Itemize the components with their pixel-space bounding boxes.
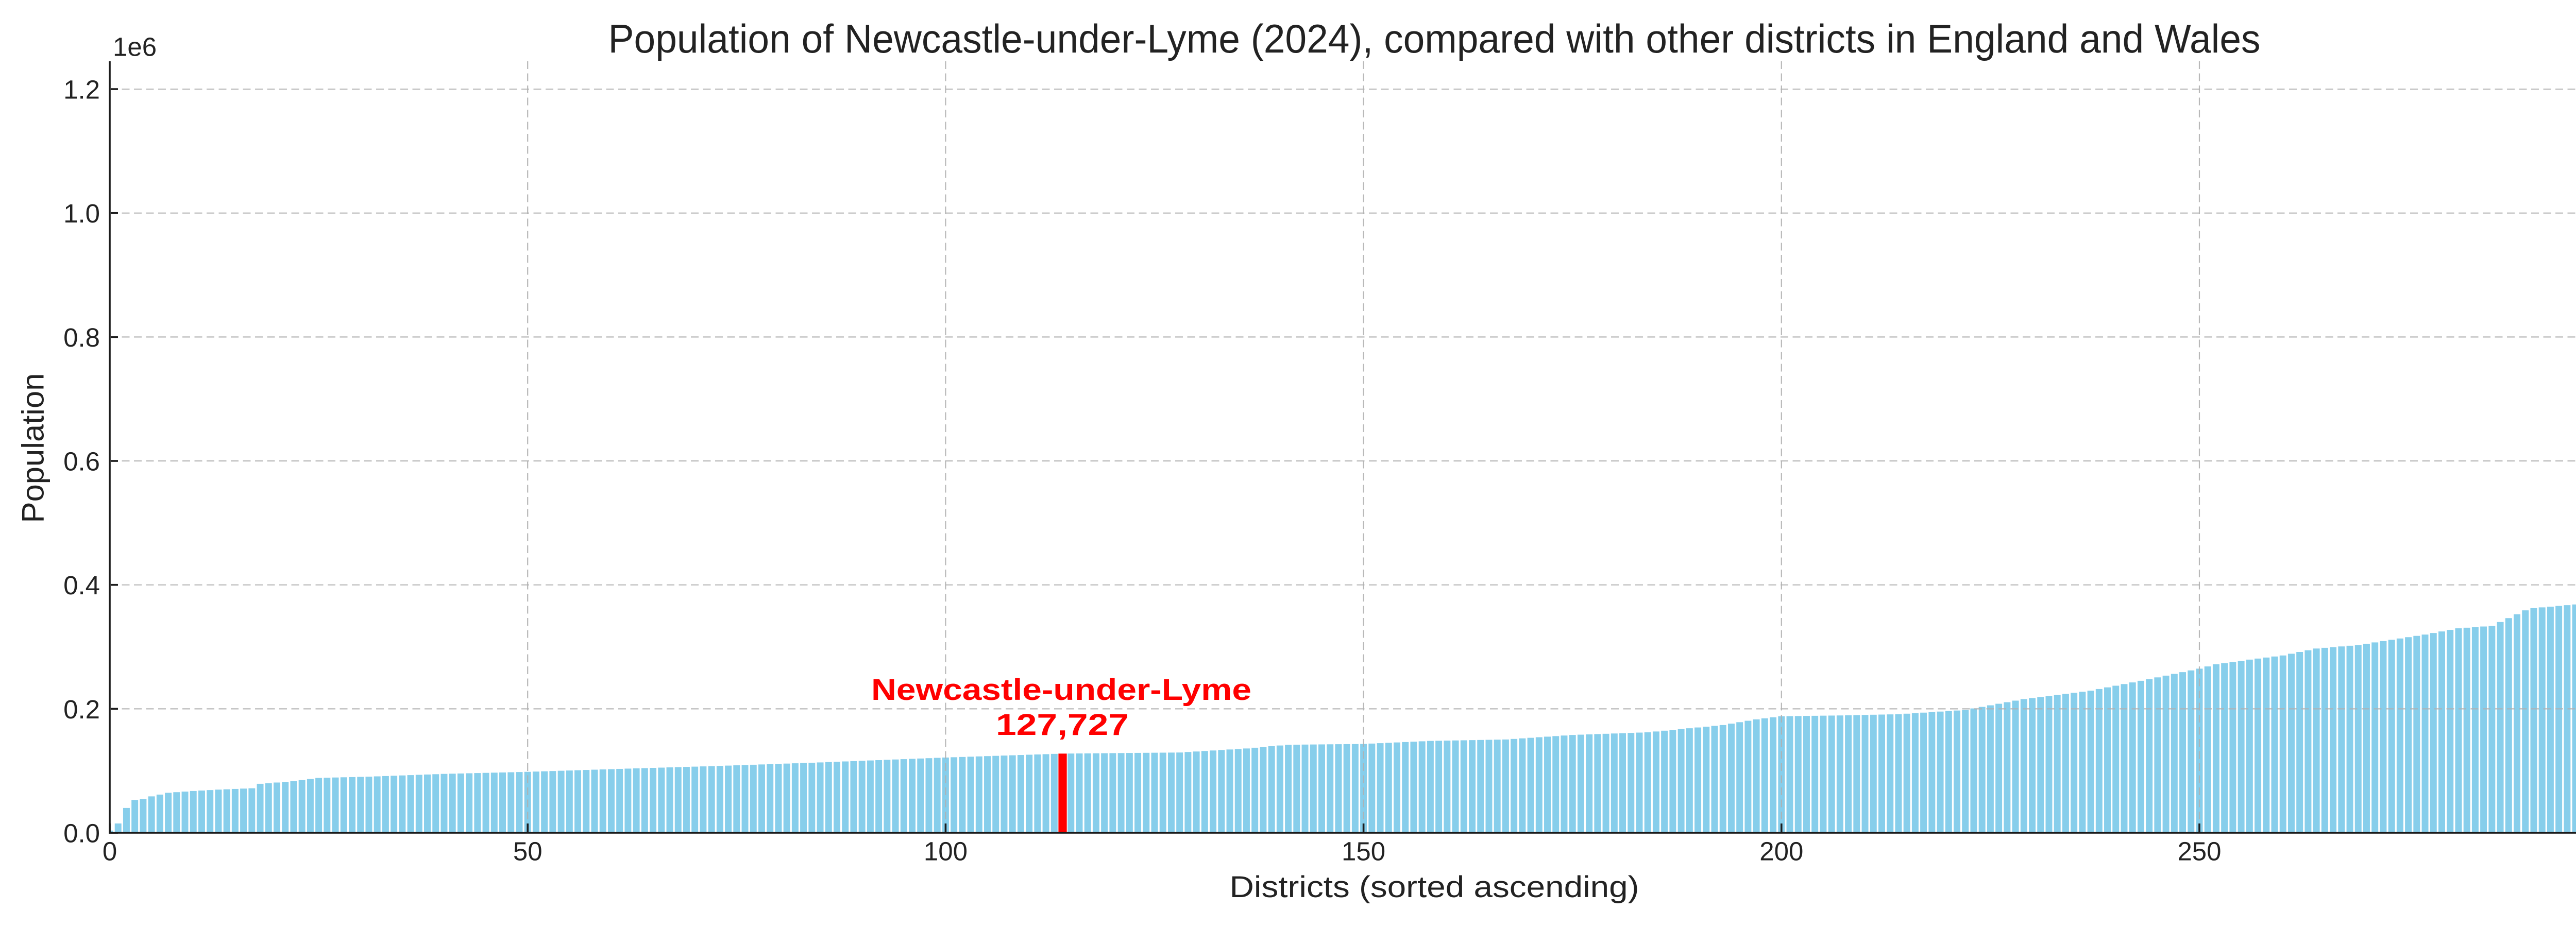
- svg-text:0.0: 0.0: [63, 819, 100, 848]
- svg-text:0.6: 0.6: [63, 447, 100, 476]
- svg-text:0.4: 0.4: [63, 571, 100, 600]
- svg-text:Districts (sorted ascending): Districts (sorted ascending): [1230, 870, 1639, 904]
- svg-text:127,727: 127,727: [996, 708, 1129, 742]
- svg-text:1.0: 1.0: [63, 199, 100, 228]
- svg-text:0.2: 0.2: [63, 695, 100, 724]
- svg-text:150: 150: [1342, 837, 1385, 866]
- svg-text:0: 0: [103, 837, 117, 866]
- svg-text:0.8: 0.8: [63, 323, 100, 352]
- svg-text:Newcastle-under-Lyme: Newcastle-under-Lyme: [871, 673, 1251, 707]
- svg-text:50: 50: [513, 837, 543, 866]
- svg-text:1e6: 1e6: [113, 32, 157, 62]
- svg-text:Population: Population: [16, 373, 50, 523]
- svg-text:Population of Newcastle-under-: Population of Newcastle-under-Lyme (2024…: [608, 16, 2261, 61]
- svg-text:200: 200: [1759, 837, 1803, 866]
- svg-text:100: 100: [924, 837, 968, 866]
- svg-text:250: 250: [2177, 837, 2221, 866]
- svg-text:1.2: 1.2: [63, 75, 100, 105]
